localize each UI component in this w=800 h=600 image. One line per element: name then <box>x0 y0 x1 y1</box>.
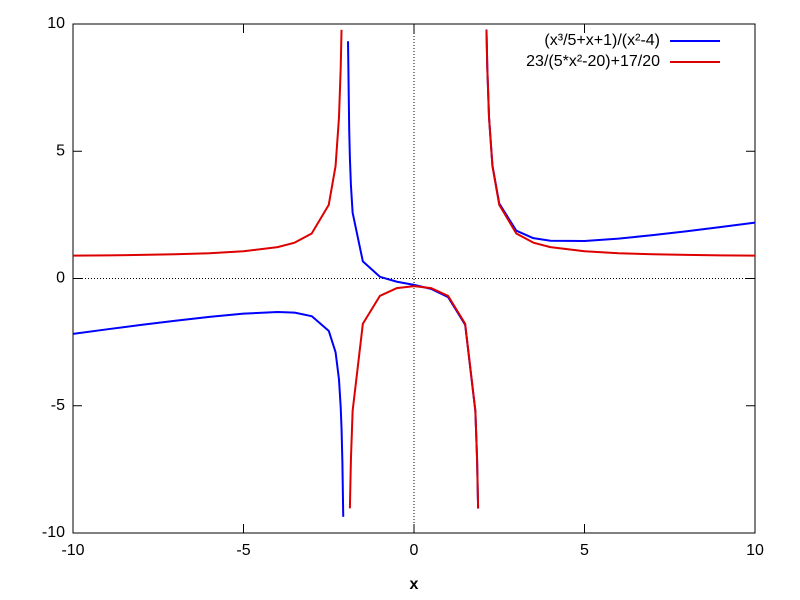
x-tick-label: -10 <box>61 542 84 559</box>
legend-label: (x³/5+x+1)/(x²-4) <box>544 32 660 49</box>
series-line <box>73 29 755 509</box>
y-tick-label: -5 <box>51 397 65 414</box>
y-tick-label: 0 <box>56 270 65 287</box>
x-tick-label: 10 <box>746 542 764 559</box>
x-axis-label: x <box>410 576 419 593</box>
y-tick-label: 10 <box>47 15 65 32</box>
y-tick-label: -10 <box>42 524 65 541</box>
y-tick-label: 5 <box>56 142 65 159</box>
x-tick-label: -5 <box>236 542 250 559</box>
plot-area <box>73 29 755 517</box>
x-tick-label: 5 <box>580 542 589 559</box>
legend-label: 23/(5*x²-20)+17/20 <box>526 53 660 70</box>
x-tick-label: 0 <box>410 542 419 559</box>
